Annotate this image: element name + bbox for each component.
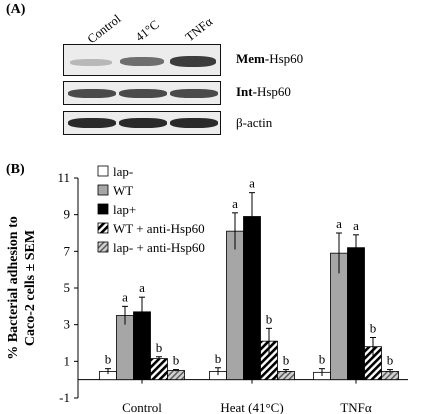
significance-label: b: [370, 321, 377, 336]
y-tick-label: 11: [57, 170, 70, 185]
significance-label: a: [353, 218, 359, 233]
significance-label: a: [249, 176, 255, 191]
significance-label: a: [139, 280, 145, 295]
significance-label: b: [387, 353, 394, 368]
y-tick-label: 9: [64, 207, 71, 222]
bar: [150, 358, 168, 381]
y-axis-label: % Bacterial adhesion to Caco-2 cells ± S…: [6, 216, 38, 360]
panel-a-label: (A): [6, 2, 26, 17]
legend-label: lap-: [113, 164, 133, 179]
significance-label: b: [319, 352, 326, 367]
legend: lap- WT lap+ WT + anti-Hsp60 lap- + anti-Hsp…: [97, 164, 205, 255]
y-tick-label: 1: [64, 353, 71, 368]
significance-label: a: [232, 196, 238, 211]
significance-label: a: [122, 289, 128, 304]
blot-int-hsp60: [63, 81, 221, 105]
legend-swatch: [97, 184, 109, 196]
bar: [243, 216, 261, 381]
legend-label: lap- + anti-Hsp60: [113, 240, 205, 255]
y-tick-label: 3: [64, 317, 71, 332]
x-tick-label: Heat (41°C): [220, 400, 283, 414]
blot-label-int-hsp60: Int-Hsp60: [236, 84, 291, 99]
bar: [167, 370, 185, 381]
y-tick-label: 5: [64, 280, 71, 295]
axes: -1 1 3 5 7 9 11 Control Heat (41°C) TNFα: [57, 170, 408, 414]
legend-swatch: [97, 222, 109, 234]
significance-label: b: [283, 353, 290, 368]
legend-label: lap+: [113, 202, 136, 217]
lane-label-tnfa: TNFα: [182, 14, 216, 45]
bar: [226, 230, 244, 381]
panel-b-label: (B): [6, 162, 25, 177]
blot-label-beta-actin: β-actin: [236, 115, 273, 130]
y-tick-label: 7: [64, 243, 71, 258]
y-axis-label-line2: Caco-2 cells ± SEM: [23, 230, 38, 346]
significance-label: b: [105, 352, 112, 367]
blot-label-mem-hsp60: Mem-Hsp60: [236, 51, 304, 66]
legend-label: WT + anti-Hsp60: [113, 221, 205, 236]
x-tick-label: TNFα: [340, 400, 372, 414]
blot-beta-actin: [63, 111, 221, 135]
significance-label: b: [173, 353, 180, 368]
x-tick-label: Control: [122, 400, 162, 414]
blot-mem-hsp60: [63, 44, 221, 76]
legend-swatch: [97, 203, 109, 215]
y-tick-label: -1: [59, 390, 70, 405]
lane-label-control: Control: [84, 11, 124, 47]
legend-swatch: [97, 241, 109, 253]
legend-label: WT: [113, 183, 133, 198]
significance-label: a: [336, 216, 342, 231]
y-axis-label-line1: % Bacterial adhesion to: [6, 216, 21, 360]
bar: [347, 247, 365, 381]
lane-label-41c: 41°C: [132, 17, 162, 45]
significance-label: b: [215, 351, 222, 366]
bar: [116, 315, 134, 381]
significance-label: b: [266, 311, 273, 326]
legend-swatch: [97, 165, 109, 177]
significance-label: b: [156, 340, 163, 355]
bar-chart: % Bacterial adhesion to Caco-2 cells ± S…: [6, 164, 408, 414]
